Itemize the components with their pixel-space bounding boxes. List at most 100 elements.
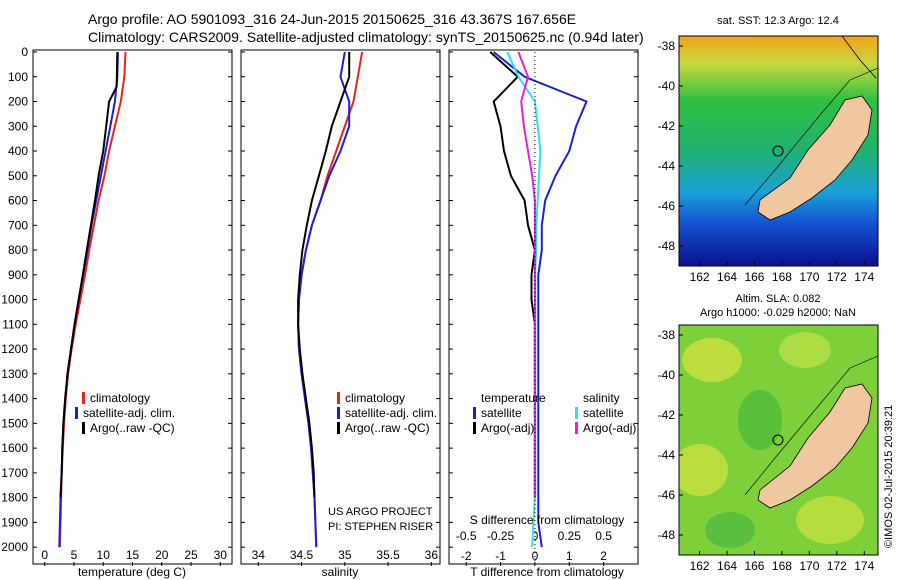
x-tick-label: 20 [155, 548, 169, 562]
salinity-series: 34 34.5 35 35.5 36 [252, 51, 439, 566]
lon-tick-label: 170 [799, 559, 819, 573]
s-diff-xlabel: S difference from climatology [470, 513, 625, 527]
depth-tick-label: 600 [8, 194, 28, 208]
diff-legend-temp-title: temperature [481, 391, 546, 405]
legend-label-satellite: satellite-adj. clim. [83, 406, 175, 420]
depth-tick-label: 1200 [1, 342, 28, 356]
lon-tick-label: 166 [744, 559, 764, 573]
x-tick-label: 0 [41, 548, 48, 562]
sla-map-frame [678, 324, 879, 556]
lat-tick-label: -42 [658, 119, 676, 133]
diff-legend-sal-satellite: satellite [583, 406, 624, 420]
new-zealand-landmass [757, 383, 873, 509]
diff-legend-sal-title: salinity [583, 391, 620, 405]
legend-swatch-satellite [337, 407, 340, 419]
sst-map-frame [678, 35, 879, 267]
header-line2: Climatology: CARS2009. Satellite-adjuste… [88, 29, 644, 45]
x2-tick-label: -0.25 [487, 529, 515, 543]
sla-blob [679, 444, 728, 496]
difference-panel-frame [448, 49, 639, 565]
sst-map: sat. SST: 12.3 Argo: 12.4 -38 -40 -42 -44 -4… [658, 15, 879, 284]
x-tick-label: 25 [184, 548, 198, 562]
credit-line2: PI: STEPHEN RISER [328, 521, 433, 533]
x-tick-label: 35.5 [376, 548, 400, 562]
isobath [744, 355, 878, 496]
depth-tick-label: 1700 [1, 466, 28, 480]
legend-swatch-climatology [337, 392, 340, 404]
x-tick-label: 10 [97, 548, 111, 562]
sla-blob [779, 332, 831, 368]
lon-tick-label: 162 [690, 270, 710, 284]
t-diff-xlabel: T difference from climatology [470, 565, 624, 579]
sst-map-lat-ticks: -38 -40 -42 -44 -46 -48 [658, 39, 683, 253]
depth-tick-label: 400 [8, 144, 28, 158]
sla-map-lat-ticks: -38 -40 -42 -44 -46 -48 [658, 328, 683, 542]
x2-tick-label: 0.5 [595, 529, 612, 543]
diff-legend-swatch-sal-satellite [575, 407, 578, 419]
legend-label-climatology: climatology [90, 391, 150, 405]
x-tick-label: 36 [425, 548, 439, 562]
argo-position-marker [772, 434, 784, 446]
credit-line1: US ARGO PROJECT [328, 506, 433, 518]
lon-tick-label: 166 [744, 270, 764, 284]
coast-north [841, 36, 877, 79]
depth-tick-label: 700 [8, 218, 28, 232]
series-line [297, 51, 364, 548]
sla-map-title2: Argo h1000: -0.029 h2000: NaN [700, 307, 856, 319]
lat-tick-label: -40 [658, 368, 676, 382]
difference-legend: temperature salinity satellite Argo(-adj… [473, 391, 636, 435]
lon-tick-label: 162 [690, 559, 710, 573]
x2-tick-label: 0.25 [558, 529, 582, 543]
x-tick-label: -2 [461, 549, 472, 563]
legend-label-argo: Argo(..raw -QC) [345, 421, 430, 435]
depth-tick-label: 900 [8, 268, 28, 282]
depth-tick-label: 100 [8, 70, 28, 84]
depth-tick-label: 1800 [1, 491, 28, 505]
depth-axis: 0 100 200 300 400 500 600 700 800 900 1000 1100 1200… [1, 45, 638, 554]
lat-tick-label: -46 [658, 199, 676, 213]
depth-tick-label: 2000 [1, 540, 28, 554]
lat-tick-label: -48 [658, 528, 676, 542]
lat-tick-label: -38 [658, 328, 676, 342]
diff-legend-sal-argo: Argo(-adj) [583, 421, 636, 435]
depth-tick-label: 800 [8, 243, 28, 257]
depth-tick-label: 1100 [2, 317, 28, 331]
lon-tick-label: 164 [717, 270, 737, 284]
sla-map-lon-ticks: 162 164 166 168 170 172 174 [690, 551, 875, 573]
difference-series: -2-1012-0.5-0.2500.250.5 [456, 51, 612, 566]
lon-tick-label: 168 [772, 559, 792, 573]
depth-tick-label: 0 [21, 45, 28, 59]
x-tick-label: 2 [600, 549, 607, 563]
lat-tick-label: -40 [658, 79, 676, 93]
temperature-legend: climatology satellite-adj. clim. Argo(..… [75, 391, 175, 435]
diff-legend-temp-argo: Argo(-adj) [481, 421, 534, 435]
legend-swatch-argo [337, 422, 340, 434]
lon-tick-label: 172 [827, 270, 847, 284]
x-tick-label: -1 [495, 549, 506, 563]
header-line1: Argo profile: AO 5901093_316 24-Jun-2015… [88, 11, 576, 27]
x-tick-label: 34.5 [290, 548, 314, 562]
sla-blob [738, 390, 782, 450]
sla-blob [705, 512, 755, 548]
salinity-legend: climatology satellite-adj. clim. Argo(..… [337, 391, 437, 435]
depth-tick-label: 1000 [1, 293, 28, 307]
argo-position-marker [772, 145, 784, 157]
x-tick-label: 35 [338, 548, 352, 562]
depth-tick-label: 500 [8, 169, 28, 183]
diff-legend-swatch-satellite [473, 407, 476, 419]
lat-tick-label: -44 [658, 159, 676, 173]
depth-tick-label: 300 [8, 119, 28, 133]
sla-blob [796, 496, 864, 544]
salinity-xlabel: salinity [322, 565, 359, 579]
diff-legend-swatch-argo [473, 422, 476, 434]
imos-watermark: ©IMOS 02-Jul-2015 20:39:21 [883, 405, 895, 548]
temperature-series: 0 5 10 15 20 25 30 [41, 51, 227, 566]
x2-tick-label: -0.5 [456, 529, 477, 543]
legend-label-argo: Argo(..raw -QC) [90, 421, 175, 435]
sla-map: Altim. SLA: 0.082 Argo h1000: -0.029 h20… [658, 293, 879, 573]
lat-tick-label: -46 [658, 488, 676, 502]
lon-tick-label: 168 [772, 270, 792, 284]
x-tick-label: 34 [252, 548, 266, 562]
